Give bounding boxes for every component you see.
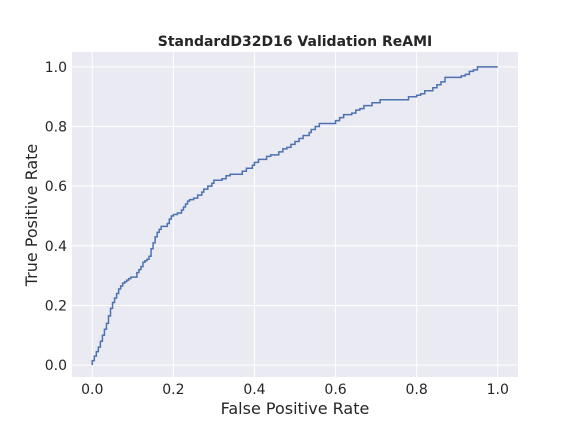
x-tick-labels: 0.0 0.2 0.4 0.6 0.8 1.0 <box>81 382 509 398</box>
x-tick-label: 0.0 <box>81 382 103 398</box>
y-tick-label: 1.0 <box>45 60 67 76</box>
grid-lines <box>72 52 518 377</box>
roc-curve-line <box>91 66 498 366</box>
y-axis-label: True Positive Rate <box>22 144 41 288</box>
y-tick-label: 0.6 <box>45 179 67 195</box>
x-tick-label: 0.4 <box>243 382 265 398</box>
x-tick-label: 0.6 <box>324 382 346 398</box>
plot-area <box>72 52 518 377</box>
y-tick-label: 0.8 <box>45 120 67 136</box>
y-tick-label: 0.2 <box>45 298 67 314</box>
y-tick-label: 0.0 <box>45 358 67 374</box>
x-axis-label: False Positive Rate <box>221 399 370 418</box>
x-tick-label: 0.2 <box>162 382 184 398</box>
chart-title: StandardD32D16 Validation ReAMI <box>158 34 432 50</box>
y-tick-label: 0.4 <box>45 239 67 255</box>
y-tick-labels: 0.0 0.2 0.4 0.6 0.8 1.0 <box>45 60 67 374</box>
x-tick-label: 1.0 <box>487 382 509 398</box>
x-tick-label: 0.8 <box>406 382 428 398</box>
